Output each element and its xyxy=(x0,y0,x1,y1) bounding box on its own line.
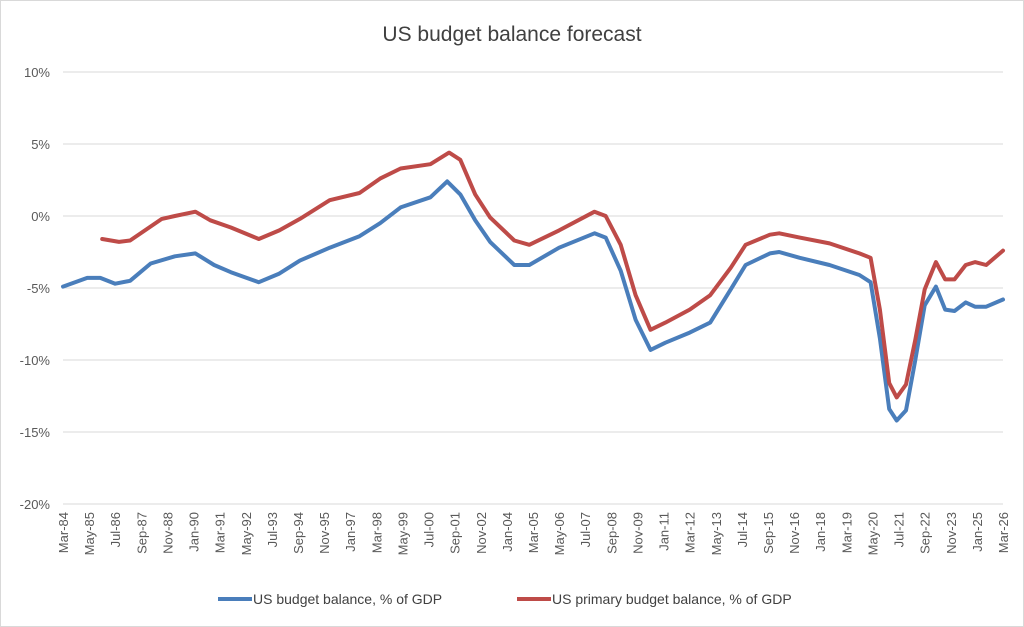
x-tick-label: Jul-21 xyxy=(892,512,907,547)
y-tick-label: -5% xyxy=(27,281,51,296)
x-tick-label: Nov-02 xyxy=(474,512,489,554)
x-tick-label: Sep-15 xyxy=(761,512,776,554)
legend-label: US primary budget balance, % of GDP xyxy=(552,591,792,607)
x-tick-label: Jan-04 xyxy=(500,512,515,552)
x-tick-label: Jan-90 xyxy=(187,512,202,552)
x-tick-label: Mar-26 xyxy=(996,512,1011,553)
y-tick-label: 10% xyxy=(24,65,50,80)
y-tick-label: 0% xyxy=(31,209,50,224)
x-tick-label: Jul-86 xyxy=(108,512,123,547)
y-tick-label: -15% xyxy=(20,425,51,440)
x-tick-label: Jan-97 xyxy=(343,512,358,552)
x-tick-label: Jul-07 xyxy=(578,512,593,547)
y-tick-label: -10% xyxy=(20,353,51,368)
x-tick-label: Nov-95 xyxy=(317,512,332,554)
x-tick-label: Mar-19 xyxy=(839,512,854,553)
x-tick-label: Jul-14 xyxy=(735,512,750,547)
x-tick-label: Nov-09 xyxy=(630,512,645,554)
x-tick-label: Nov-88 xyxy=(160,512,175,554)
chart-title: US budget balance forecast xyxy=(382,23,641,46)
x-tick-label: May-99 xyxy=(395,512,410,555)
x-tick-label: Nov-23 xyxy=(944,512,959,554)
x-tick-label: Jan-18 xyxy=(813,512,828,552)
x-tick-label: Jan-25 xyxy=(970,512,985,552)
x-tick-label: Jul-00 xyxy=(422,512,437,547)
x-tick-label: Jan-11 xyxy=(657,512,672,551)
y-tick-label: 5% xyxy=(31,137,50,152)
x-tick-label: May-06 xyxy=(552,512,567,555)
x-tick-label: Jul-93 xyxy=(265,512,280,547)
x-tick-label: Mar-84 xyxy=(56,512,71,553)
x-tick-label: Mar-91 xyxy=(213,512,228,553)
series-line-primary-budget-balance xyxy=(100,150,1005,400)
x-tick-label: Nov-16 xyxy=(787,512,802,554)
x-tick-label: May-20 xyxy=(865,512,880,555)
x-tick-label: Sep-08 xyxy=(604,512,619,554)
x-tick-label: Sep-87 xyxy=(134,512,149,554)
y-tick-label: -20% xyxy=(20,497,51,512)
x-tick-label: Sep-94 xyxy=(291,512,306,554)
legend-label: US budget balance, % of GDP xyxy=(253,591,442,607)
x-tick-label: Mar-05 xyxy=(526,512,541,553)
x-tick-label: May-13 xyxy=(709,512,724,555)
x-tick-label: May-85 xyxy=(82,512,97,555)
series-line-budget-balance xyxy=(61,179,1005,423)
x-tick-label: May-92 xyxy=(239,512,254,555)
x-tick-label: Mar-98 xyxy=(369,512,384,553)
x-tick-label: Mar-12 xyxy=(683,512,698,553)
x-tick-label: Sep-01 xyxy=(448,512,463,554)
x-tick-label: Sep-22 xyxy=(918,512,933,554)
